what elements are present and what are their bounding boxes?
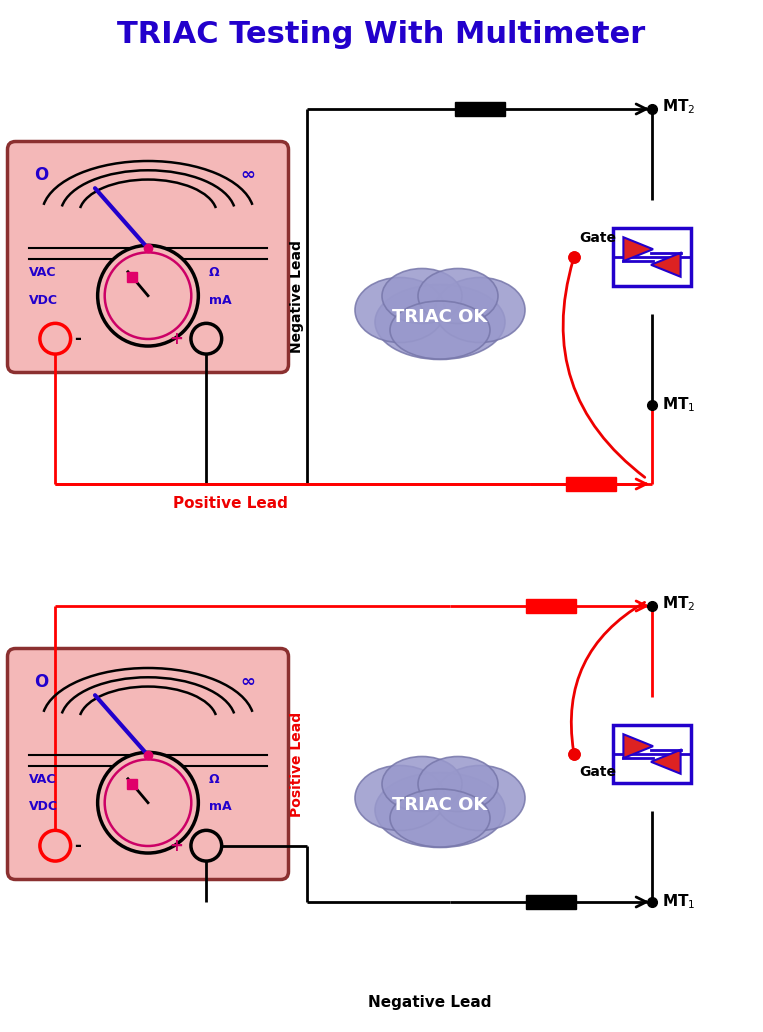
Text: -: - — [74, 329, 81, 348]
Ellipse shape — [375, 773, 505, 847]
Ellipse shape — [382, 268, 462, 323]
Text: VDC: VDC — [29, 801, 58, 813]
Text: O: O — [34, 673, 48, 691]
Ellipse shape — [382, 756, 462, 811]
FancyBboxPatch shape — [8, 648, 288, 879]
Text: -: - — [74, 837, 81, 854]
FancyBboxPatch shape — [8, 141, 288, 373]
Text: Ω: Ω — [209, 773, 220, 785]
Circle shape — [98, 752, 198, 853]
Ellipse shape — [435, 766, 525, 831]
Text: +: + — [169, 837, 183, 854]
Text: mA: mA — [209, 801, 232, 813]
Circle shape — [105, 760, 192, 846]
Polygon shape — [651, 750, 681, 774]
Circle shape — [40, 831, 71, 861]
Text: TRIAC OK: TRIAC OK — [392, 796, 488, 814]
Bar — [455, 102, 504, 116]
Circle shape — [98, 246, 198, 346]
Ellipse shape — [418, 268, 498, 323]
Text: mA: mA — [209, 293, 232, 307]
Bar — [526, 895, 576, 909]
Ellipse shape — [355, 278, 445, 343]
Text: MT$_1$: MT$_1$ — [662, 893, 695, 911]
Text: +: + — [169, 329, 183, 348]
Ellipse shape — [390, 301, 490, 359]
Polygon shape — [623, 734, 653, 759]
Polygon shape — [651, 253, 681, 277]
Text: TRIAC OK: TRIAC OK — [392, 308, 488, 326]
Circle shape — [40, 323, 71, 354]
Text: O: O — [34, 166, 48, 185]
Text: MT$_1$: MT$_1$ — [662, 395, 695, 415]
Polygon shape — [623, 237, 653, 261]
Text: Positive Lead: Positive Lead — [290, 711, 304, 816]
Text: TRIAC Testing With Multimeter: TRIAC Testing With Multimeter — [117, 20, 645, 49]
Text: VAC: VAC — [29, 773, 56, 785]
Circle shape — [105, 253, 192, 338]
Text: ∞: ∞ — [241, 673, 256, 691]
Circle shape — [191, 831, 222, 861]
Ellipse shape — [375, 285, 505, 359]
Text: Gate: Gate — [579, 765, 616, 779]
Text: Negative Lead: Negative Lead — [369, 995, 491, 1009]
Text: ∞: ∞ — [241, 166, 256, 185]
FancyArrowPatch shape — [563, 260, 645, 478]
Ellipse shape — [418, 756, 498, 811]
Text: Gate: Gate — [579, 231, 616, 245]
Text: Positive Lead: Positive Lead — [172, 496, 288, 512]
Text: MT$_2$: MT$_2$ — [662, 98, 695, 117]
Text: MT$_2$: MT$_2$ — [662, 594, 695, 613]
Text: VAC: VAC — [29, 265, 56, 279]
Ellipse shape — [390, 789, 490, 847]
Bar — [613, 725, 691, 782]
Text: Ω: Ω — [209, 265, 220, 279]
Bar — [613, 228, 691, 286]
Text: Negative Lead: Negative Lead — [290, 240, 304, 353]
Circle shape — [191, 323, 222, 354]
Ellipse shape — [435, 278, 525, 343]
Bar — [566, 477, 616, 491]
Ellipse shape — [355, 766, 445, 831]
Bar — [526, 599, 576, 613]
FancyArrowPatch shape — [571, 603, 645, 751]
Text: VDC: VDC — [29, 293, 58, 307]
